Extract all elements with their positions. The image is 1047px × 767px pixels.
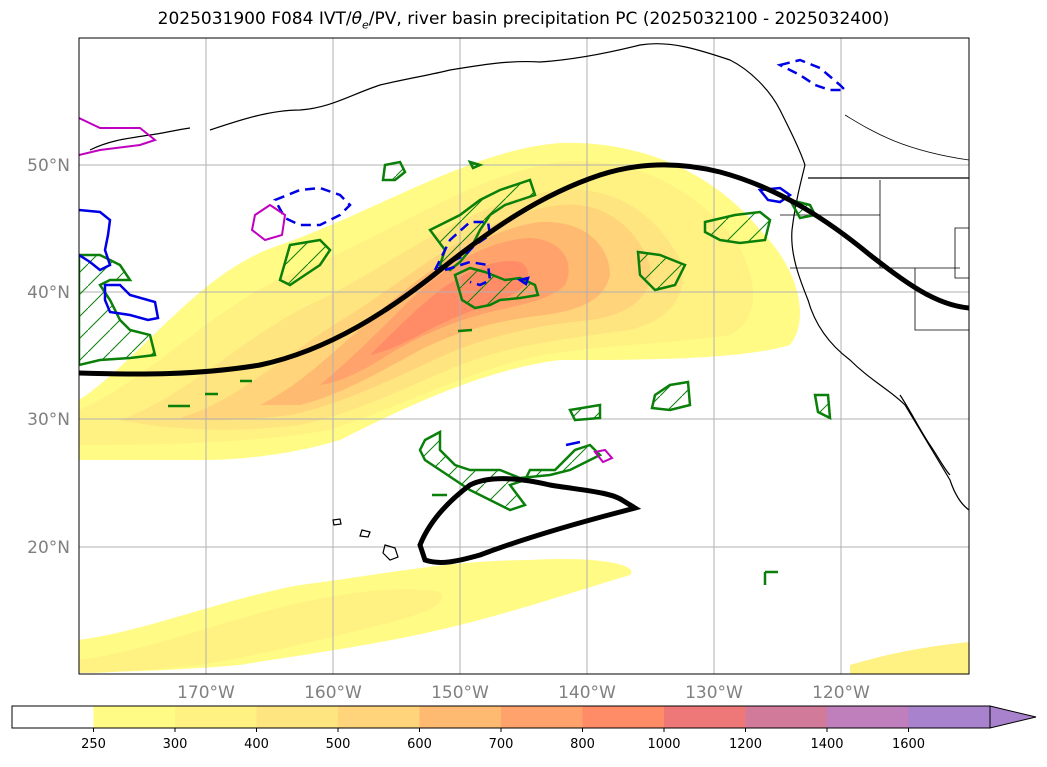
green-region-w1 <box>79 253 157 367</box>
ivt-south-band-300 <box>79 589 442 673</box>
green-region-w2 <box>278 238 332 287</box>
colorbar-tick-label: 1000 <box>647 737 680 752</box>
graticule <box>79 38 969 674</box>
colorbar-segment <box>827 706 909 728</box>
green-region-small1 <box>467 159 484 170</box>
colorbar-segment <box>745 706 828 728</box>
hawaii-maui <box>359 529 371 538</box>
colorbar-segment <box>664 706 746 728</box>
magenta-w1 <box>79 117 158 156</box>
bc-border <box>844 114 969 161</box>
green-region-s1 <box>418 429 603 512</box>
colorbar: 250 300 400 500 600 700 800 1000 1200 1400 1600 <box>11 705 1037 752</box>
hawaii-big <box>382 544 399 561</box>
ivt-south-band-east <box>850 642 969 674</box>
colorbar-segment <box>93 706 176 728</box>
lat-label-20: 20°N <box>27 538 70 558</box>
colorbar-segment <box>12 706 94 728</box>
pv-cutoff-contour <box>417 476 642 565</box>
colorbar-tick-label: 300 <box>163 737 188 752</box>
colorbar-tick-label: 800 <box>570 737 595 752</box>
lon-label-160w: 160°W <box>304 683 362 703</box>
lon-label-120w: 120°W <box>812 683 870 703</box>
green-hatched-regions <box>79 159 832 585</box>
colorbar-tick-label: 250 <box>81 737 106 752</box>
colorbar-segment <box>908 706 991 728</box>
colorbar-extend-arrow <box>989 705 1037 729</box>
state-lines <box>780 180 969 331</box>
colorbar-tick-label: 500 <box>326 737 351 752</box>
blue-solid-small <box>516 276 530 286</box>
magenta-w2 <box>250 203 287 242</box>
blue-solid-w1 <box>79 208 112 272</box>
pv-contours <box>79 162 969 565</box>
blue-solid-s1 <box>565 440 581 447</box>
green-region-c2 <box>453 266 540 310</box>
blue-solid-w2 <box>103 283 160 322</box>
lon-label-140w: 140°W <box>558 683 616 703</box>
lon-label-150w: 150°W <box>431 683 489 703</box>
lat-label-40: 40°N <box>27 283 70 303</box>
lon-label-130w: 130°W <box>685 683 743 703</box>
colorbar-tick-label: 600 <box>407 737 432 752</box>
green-region-c3 <box>636 250 687 292</box>
colorbar-tick-label: 1400 <box>810 737 843 752</box>
map-frame <box>78 37 970 675</box>
colorbar-tick-label: 1200 <box>729 737 762 752</box>
lon-label-170w: 170°W <box>177 683 235 703</box>
lat-labels: 20°N 30°N 40°N 50°N <box>27 156 70 558</box>
alaska-coast <box>209 43 806 166</box>
lat-label-30: 30°N <box>27 410 70 430</box>
islands <box>332 518 399 561</box>
map-panel: 20°N 30°N 40°N 50°N 170°W 160°W 150°W 14… <box>27 37 970 703</box>
green-region-e1 <box>703 210 772 245</box>
na-west-coast <box>791 164 969 511</box>
colorbar-tick-label: 400 <box>244 737 269 752</box>
lon-labels: 170°W 160°W 150°W 140°W 130°W 120°W <box>177 683 870 703</box>
colorbar-segment <box>501 706 583 728</box>
colorbar-tick-label: 1600 <box>892 737 925 752</box>
lat-label-50: 50°N <box>27 156 70 176</box>
colorbar-tick-label: 700 <box>489 737 514 752</box>
colorbar-segment <box>256 706 339 728</box>
colorbar-segment <box>582 706 665 728</box>
magenta-contours <box>79 117 614 464</box>
map-title: 2025031900 F084 IVT/θe/PV, river basin p… <box>157 9 890 32</box>
hawaii-oahu <box>332 518 342 526</box>
pv-main-contour <box>79 162 969 377</box>
colorbar-segment <box>175 706 257 728</box>
green-region-s3 <box>650 380 692 412</box>
green-region-s2 <box>568 403 602 422</box>
green-region-small2 <box>763 570 778 585</box>
baja <box>899 394 951 476</box>
colorbar-segment <box>419 706 502 728</box>
blue-dashed-4 <box>776 58 849 92</box>
blue-dashed-1 <box>273 186 352 227</box>
green-region-n1 <box>381 160 407 182</box>
green-region-s4 <box>813 393 832 421</box>
green-region-small3 <box>168 328 473 497</box>
blue-dashed-3 <box>444 260 492 287</box>
magenta-s1 <box>593 448 614 464</box>
colorbar-segment <box>338 706 420 728</box>
